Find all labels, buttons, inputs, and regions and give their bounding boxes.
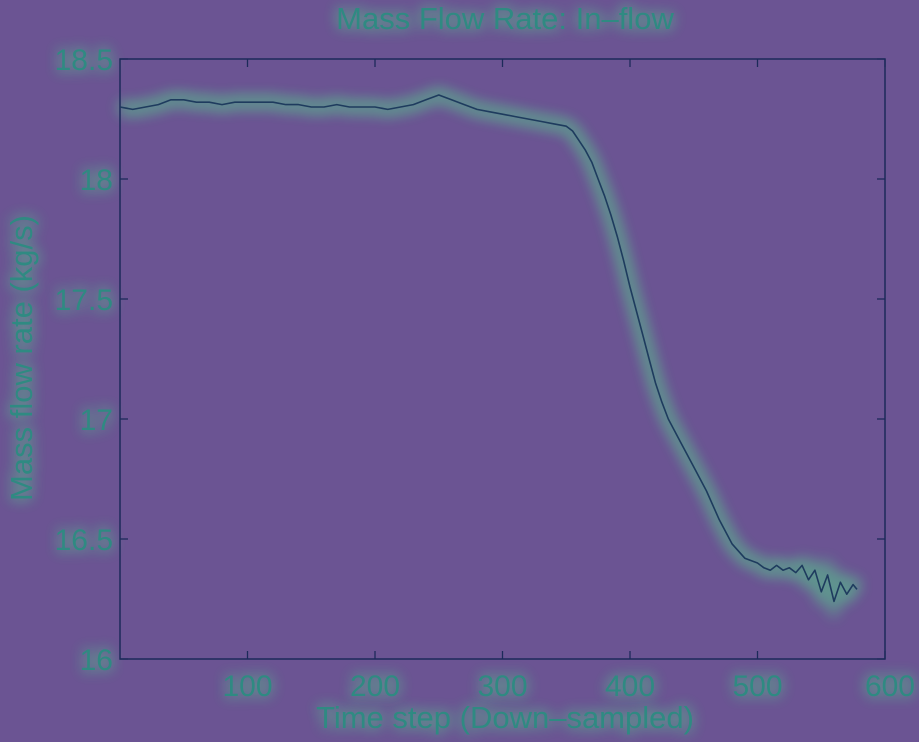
series-glow — [119, 89, 861, 620]
x-tick-label: 200 — [350, 670, 400, 703]
label-glow: 17 — [80, 404, 113, 437]
label-glow: 200 — [350, 670, 400, 703]
label-glow: 16 — [80, 644, 113, 677]
label-glow: 100 — [222, 670, 272, 703]
label-glow: 300 — [477, 670, 527, 703]
y-tick-label: 18.5 — [55, 44, 113, 77]
tick-labels: 16 16.5 17 17.5 18 18.5 100 200 300 400 500 600 — [55, 44, 915, 703]
y-tick-label: 16.5 — [55, 524, 113, 557]
label-glow: Mass Flow Rate: In–flow — [336, 1, 674, 36]
label-glow: 18 — [80, 164, 113, 197]
x-tick-label: 300 — [477, 670, 527, 703]
x-tick-label: 100 — [222, 670, 272, 703]
x-tick-label: 500 — [732, 670, 782, 703]
x-tick-label: 600 — [865, 670, 915, 703]
y-tick-label: 17 — [80, 404, 113, 437]
label-glow: 16.5 — [55, 524, 113, 557]
label-glow: 600 — [865, 670, 915, 703]
label-glow: 18.5 — [55, 44, 113, 77]
label-glow: 500 — [732, 670, 782, 703]
y-axis-label: Mass flow rate (kg/s) — [4, 215, 39, 501]
axis-ticks — [120, 58, 886, 660]
label-glow: 17.5 — [55, 284, 113, 317]
y-tick-label: 17.5 — [55, 284, 113, 317]
y-tick-label: 16 — [80, 644, 113, 677]
y-tick-label: 18 — [80, 164, 113, 197]
glow-layer: 16 16.5 17 17.5 18 18.5 100 200 300 400 500 600 Mass… — [4, 1, 915, 735]
series-line — [119, 94, 858, 603]
chart-title: Mass Flow Rate: In–flow — [336, 1, 674, 36]
x-axis-label: Time step (Down–sampled) — [316, 700, 694, 735]
label-glow: Time step (Down–sampled) — [316, 700, 694, 735]
label-glow: Mass flow rate (kg/s) — [4, 215, 39, 501]
label-glow: 400 — [605, 670, 655, 703]
x-tick-label: 400 — [605, 670, 655, 703]
